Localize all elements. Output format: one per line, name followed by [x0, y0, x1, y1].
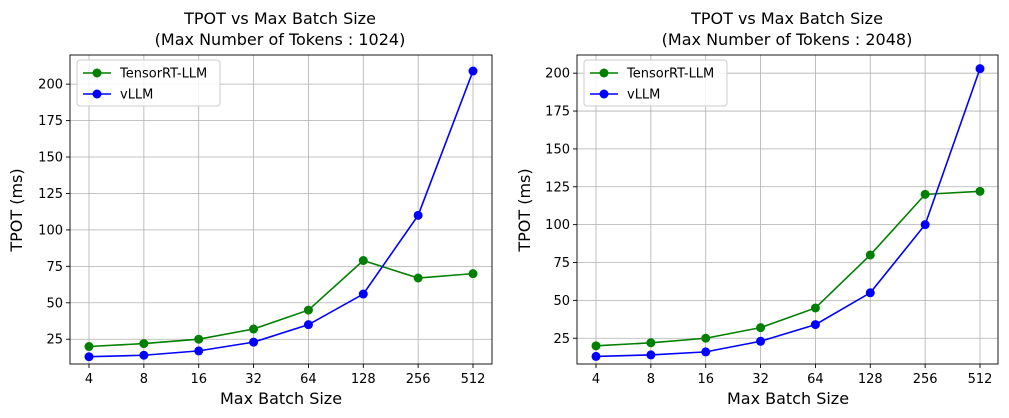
y-tick-label: 125 — [545, 180, 570, 195]
y-tick-label: 150 — [545, 142, 570, 157]
legend-label: TensorRT-LLM — [119, 67, 207, 82]
data-point — [413, 210, 423, 220]
data-point — [920, 189, 930, 199]
y-tick-label: 200 — [38, 78, 63, 93]
data-point — [358, 256, 368, 266]
legend-box — [76, 59, 221, 107]
plot-frame — [69, 54, 493, 365]
data-point — [646, 338, 656, 348]
data-point — [810, 303, 820, 313]
y-tick-label: 150 — [38, 151, 63, 166]
y-tick-label: 200 — [545, 67, 570, 82]
series-line-tensorrt-llm — [88, 259, 474, 348]
series-line-vllm — [88, 70, 474, 358]
data-point — [701, 347, 711, 357]
data-point — [701, 333, 711, 343]
x-tick-label: 128 — [351, 372, 376, 387]
data-point — [358, 289, 368, 299]
data-point — [975, 64, 985, 74]
chart-right-y-axis-label: TPOT (ms) — [515, 168, 534, 252]
y-tick-label: 25 — [46, 333, 63, 348]
data-point — [865, 250, 875, 260]
data-point — [920, 220, 930, 230]
x-tick-label: 256 — [406, 372, 431, 387]
x-tick-label: 32 — [752, 372, 769, 387]
y-tick-label: 25 — [553, 332, 570, 347]
data-point — [139, 339, 149, 349]
plot-frame — [576, 54, 999, 365]
data-point — [139, 350, 149, 360]
x-tick-label: 4 — [85, 372, 93, 387]
x-tick-label: 4 — [592, 372, 600, 387]
legend-label: vLLM — [627, 88, 660, 103]
y-tick-label: 50 — [46, 296, 63, 311]
data-point — [303, 320, 313, 330]
chart-right: TPOT vs Max Batch Size (Max Number of To… — [515, 9, 999, 408]
x-tick-label: 128 — [858, 372, 883, 387]
y-tick-label: 100 — [545, 218, 570, 233]
y-tick-label: 75 — [46, 260, 63, 275]
x-tick-label: 8 — [647, 372, 655, 387]
data-point — [865, 288, 875, 298]
chart-right-title-line2: (Max Number of Tokens : 2048) — [662, 30, 913, 49]
chart-left-y-axis-label: TPOT (ms) — [7, 168, 26, 252]
x-tick-label: 512 — [968, 372, 993, 387]
chart-right-title-line1: TPOT vs Max Batch Size — [690, 9, 883, 28]
y-tick-label: 175 — [545, 105, 570, 120]
legend-box — [583, 59, 728, 107]
chart-left-x-axis-label: Max Batch Size — [220, 389, 342, 408]
chart-left-plot: 4 8 16 32 64 128 256 512 25 50 75 100 125 150 175 200 Te… — [38, 54, 493, 387]
data-point — [756, 336, 766, 346]
data-point — [194, 346, 204, 356]
chart-left: TPOT vs Max Batch Size (Max Number of To… — [7, 9, 493, 408]
data-point — [84, 352, 94, 362]
data-point — [249, 324, 259, 334]
x-tick-label: 64 — [807, 372, 824, 387]
data-point — [194, 334, 204, 344]
data-point — [468, 269, 478, 279]
chart-left-title-line2: (Max Number of Tokens : 1024) — [155, 30, 406, 49]
x-tick-label: 512 — [461, 372, 486, 387]
data-point — [756, 323, 766, 333]
data-point — [84, 342, 94, 352]
y-tick-label: 50 — [553, 294, 570, 309]
x-tick-label: 16 — [697, 372, 714, 387]
data-point — [810, 320, 820, 330]
legend-marker — [92, 89, 102, 99]
chart-left-title-line1: TPOT vs Max Batch Size — [183, 9, 376, 28]
y-tick-label: 125 — [38, 187, 63, 202]
y-tick-label: 175 — [38, 114, 63, 129]
data-point — [468, 66, 478, 76]
data-point — [413, 273, 423, 283]
chart-right-x-axis-label: Max Batch Size — [727, 389, 849, 408]
legend-label: TensorRT-LLM — [626, 67, 714, 82]
data-point — [303, 305, 313, 315]
legend-marker — [92, 68, 102, 78]
chart-right-plot: 4 8 16 32 64 128 256 512 25 50 75 100 125 150 175 200 Te… — [545, 54, 999, 387]
data-point — [646, 350, 656, 360]
data-point — [249, 337, 259, 347]
x-tick-label: 16 — [190, 372, 207, 387]
data-point — [591, 351, 601, 361]
series-line-tensorrt-llm — [595, 190, 981, 347]
legend-marker — [599, 89, 609, 99]
x-tick-label: 256 — [913, 372, 938, 387]
data-point — [975, 186, 985, 196]
series-line-vllm — [595, 68, 981, 358]
y-tick-label: 75 — [553, 256, 570, 271]
x-tick-label: 64 — [300, 372, 317, 387]
y-tick-label: 100 — [38, 223, 63, 238]
x-tick-label: 32 — [245, 372, 262, 387]
legend-marker — [599, 68, 609, 78]
data-point — [591, 341, 601, 351]
x-tick-label: 8 — [140, 372, 148, 387]
legend-label: vLLM — [120, 88, 153, 103]
